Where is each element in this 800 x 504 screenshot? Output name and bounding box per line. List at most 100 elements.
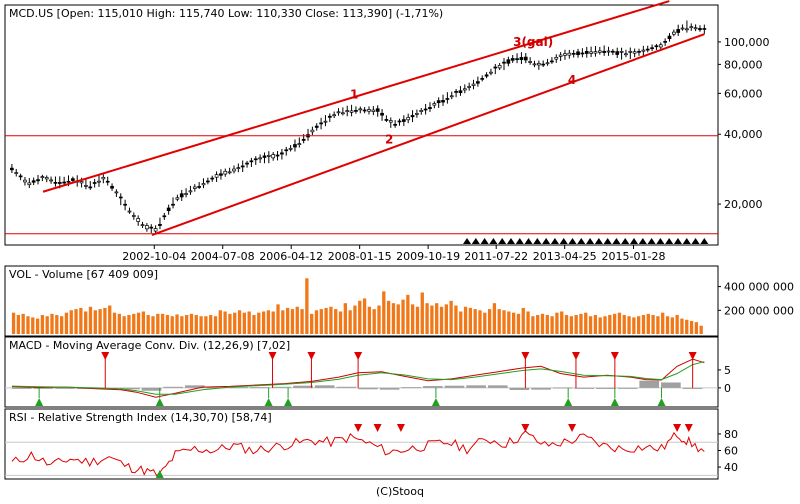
volume-bar xyxy=(35,318,40,334)
volume-bar xyxy=(367,306,372,334)
candle-body xyxy=(149,226,154,229)
candle-body xyxy=(319,122,323,125)
signal-triangle-marker xyxy=(471,238,480,244)
macd-histogram-bar xyxy=(11,387,32,389)
candle-body xyxy=(550,60,554,63)
macd-buy-marker xyxy=(264,398,273,406)
macd-histogram-bar xyxy=(55,387,75,389)
volume-bar xyxy=(564,315,569,334)
price-x-tick-label: 2008-01-15 xyxy=(328,250,392,263)
candle-body xyxy=(641,49,646,52)
macd-histogram-bar xyxy=(163,386,183,388)
signal-triangle-marker xyxy=(647,238,656,244)
candle-body xyxy=(358,108,363,111)
candle-body xyxy=(650,47,654,50)
candle-body xyxy=(528,61,532,63)
candle-body xyxy=(632,51,637,54)
candle-body xyxy=(406,117,411,121)
volume-bar xyxy=(55,315,59,334)
macd-sell-marker xyxy=(101,352,110,360)
price-y-tick-label: 40,000 xyxy=(724,128,763,141)
candle-body xyxy=(66,180,71,183)
volume-bar xyxy=(84,311,88,334)
volume-bar xyxy=(377,305,381,334)
volume-bar xyxy=(160,313,165,334)
candle-body xyxy=(593,51,598,54)
candle-body xyxy=(171,203,175,206)
price-x-tick-label: 2013-04-25 xyxy=(533,250,597,263)
candle-body xyxy=(162,215,167,218)
volume-bar xyxy=(536,315,540,334)
volume-bar xyxy=(468,307,473,334)
macd-histogram-bar xyxy=(206,387,227,389)
candle-body xyxy=(188,190,193,193)
candle-body xyxy=(92,182,97,184)
volume-bar xyxy=(209,315,213,334)
volume-bar xyxy=(122,316,126,334)
volume-bar xyxy=(108,305,112,334)
candle-body xyxy=(227,171,232,174)
signal-triangle-marker xyxy=(480,238,489,244)
rsi-y-tick-label: 40 xyxy=(724,461,738,474)
candle-body xyxy=(415,113,419,115)
volume-bar xyxy=(314,310,319,334)
candle-body xyxy=(240,165,245,168)
candle-body xyxy=(589,51,593,54)
volume-bar xyxy=(545,315,549,334)
signal-triangle-marker xyxy=(498,238,507,244)
signal-triangle-marker xyxy=(568,238,577,244)
volume-bar xyxy=(685,319,689,334)
rsi-panel-frame xyxy=(4,408,719,480)
macd-histogram-bar xyxy=(379,387,400,390)
volume-bar xyxy=(295,306,299,334)
volume-bar xyxy=(675,315,679,334)
candle-body xyxy=(301,138,306,141)
price-x-tick-label: 2015-01-28 xyxy=(602,250,666,263)
macd-panel-frame xyxy=(4,336,719,408)
candle-body xyxy=(554,56,559,60)
volume-bar xyxy=(612,313,617,334)
price-x-axis: 2002-10-04 2004-07-08 2006-04-12 2008-01-15… xyxy=(122,245,665,263)
signal-triangle-marker xyxy=(550,238,559,244)
signal-triangle-marker xyxy=(542,238,551,244)
volume-bar xyxy=(444,304,448,334)
candle-body xyxy=(280,152,284,155)
candle-body xyxy=(637,50,641,53)
volume-bar xyxy=(50,313,54,334)
candle-body xyxy=(354,109,358,112)
signal-triangle-marker xyxy=(691,238,700,244)
price-panel-title: MCD.US [Open: 115,010 High: 115,740 Low:… xyxy=(9,7,443,20)
volume-bar xyxy=(127,315,131,334)
volume-bar xyxy=(93,310,97,334)
candle-body xyxy=(341,112,345,115)
volume-bar xyxy=(454,305,458,334)
macd-histogram-bar xyxy=(293,385,313,388)
candle-body xyxy=(606,50,611,53)
volume-bar xyxy=(11,312,16,334)
candle-body xyxy=(602,50,607,53)
candle-body xyxy=(362,109,367,112)
volume-bar xyxy=(584,312,588,334)
candle-body xyxy=(223,170,228,175)
candle-body xyxy=(580,52,585,55)
volume-bar xyxy=(593,315,598,334)
candle-body xyxy=(380,112,384,116)
volume-bar xyxy=(324,307,328,334)
macd-y-tick-label: 0 xyxy=(724,382,731,395)
volume-bar xyxy=(329,306,333,334)
candle-body xyxy=(462,88,467,91)
candle-body xyxy=(471,83,476,86)
volume-bar xyxy=(396,304,400,334)
macd-histogram-bar xyxy=(185,385,205,388)
candle-body xyxy=(576,51,580,55)
candle-body xyxy=(232,168,236,172)
volume-bar xyxy=(146,315,150,334)
macd-histogram-bar xyxy=(141,387,162,391)
candle-body xyxy=(476,81,480,84)
volume-bar xyxy=(237,310,242,334)
candle-body xyxy=(97,180,101,183)
candle-body xyxy=(428,107,432,109)
signal-triangle-marker xyxy=(506,238,515,244)
candle-body xyxy=(410,115,415,118)
